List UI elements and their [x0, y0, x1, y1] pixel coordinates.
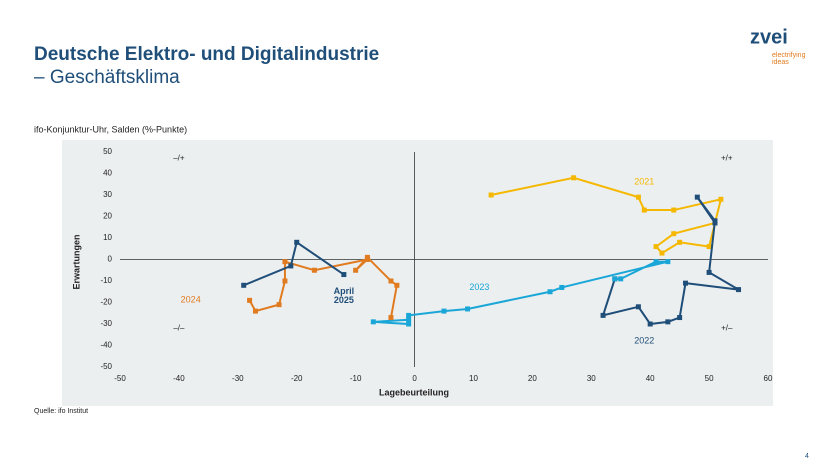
- page-number: 4: [805, 453, 809, 460]
- point: [406, 312, 412, 318]
- point: [659, 250, 665, 256]
- y-tick-label: 30: [103, 190, 112, 199]
- point: [282, 259, 288, 265]
- series-label: 2021: [634, 176, 654, 186]
- logo-tagline: electrifying: [772, 52, 806, 59]
- point: [683, 280, 689, 286]
- quadrant-label: +/–: [721, 323, 733, 332]
- point: [388, 278, 394, 284]
- point: [394, 282, 400, 288]
- source: Quelle: ifo Institut: [34, 408, 88, 415]
- point: [341, 272, 347, 278]
- x-tick-label: -10: [350, 374, 362, 383]
- point: [677, 239, 683, 245]
- point: [571, 175, 577, 181]
- quadrant-label: –/–: [173, 323, 185, 332]
- series-label: 2024: [181, 295, 201, 305]
- y-tick-label: -50: [100, 362, 112, 371]
- point: [641, 207, 647, 213]
- point: [618, 276, 624, 282]
- x-tick-label: 30: [587, 374, 596, 383]
- point: [653, 244, 659, 250]
- point: [441, 308, 447, 314]
- x-tick-label: 20: [528, 374, 537, 383]
- point: [647, 321, 653, 327]
- point: [612, 276, 618, 282]
- x-tick-label: 10: [469, 374, 478, 383]
- point: [706, 269, 712, 275]
- point: [406, 317, 412, 323]
- point: [252, 308, 258, 314]
- quadrant-label: +/+: [721, 154, 733, 163]
- x-tick-label: -40: [173, 374, 185, 383]
- x-tick-label: 60: [764, 374, 773, 383]
- logo-tagline: ideas: [772, 59, 789, 66]
- point: [665, 319, 671, 325]
- y-tick-label: 20: [103, 212, 112, 221]
- x-tick-label: -30: [232, 374, 244, 383]
- x-axis-label: Lagebeurteilung: [379, 387, 449, 397]
- point: [559, 284, 565, 290]
- x-tick-label: 50: [705, 374, 714, 383]
- point: [388, 315, 394, 321]
- series-label: 2023: [469, 282, 489, 292]
- point: [665, 259, 671, 265]
- y-tick-label: -30: [100, 319, 112, 328]
- y-tick-label: -40: [100, 341, 112, 350]
- chart-background: [62, 140, 773, 406]
- y-tick-label: -20: [100, 298, 112, 307]
- point: [547, 289, 553, 295]
- point: [718, 196, 724, 202]
- x-tick-label: 40: [646, 374, 655, 383]
- slide-subtitle: – Geschäftsklima: [34, 67, 180, 88]
- point: [353, 267, 359, 273]
- slide-title: Deutsche Elektro- und Digitalindustrie: [34, 44, 379, 65]
- point: [465, 306, 471, 312]
- y-tick-label: 0: [108, 255, 113, 264]
- y-tick-label: 40: [103, 169, 112, 178]
- chart-title: ifo-Konjunktur-Uhr, Salden (%-Punkte): [34, 124, 187, 134]
- series-label-part: 2025: [334, 295, 354, 305]
- point: [677, 315, 683, 321]
- series-line: [601, 196, 740, 326]
- point: [671, 231, 677, 237]
- point: [706, 244, 712, 250]
- series-line: [373, 260, 669, 326]
- point: [276, 302, 282, 308]
- series-label: April 2025: [334, 286, 355, 305]
- point: [282, 278, 288, 284]
- point: [288, 263, 294, 269]
- series-line: [243, 240, 345, 287]
- point: [712, 218, 718, 224]
- point: [736, 287, 742, 293]
- point: [364, 257, 370, 262]
- y-tick-label: 10: [103, 233, 112, 242]
- series-label-part: April: [334, 286, 355, 296]
- point: [653, 259, 659, 265]
- point: [370, 319, 376, 325]
- point: [671, 207, 677, 213]
- point: [635, 194, 641, 200]
- point: [241, 282, 247, 288]
- x-tick-label: 0: [412, 374, 417, 383]
- point: [311, 267, 317, 273]
- point: [294, 239, 300, 245]
- point: [488, 192, 494, 198]
- y-axis-label: Erwartungen: [71, 234, 81, 289]
- point: [600, 312, 606, 318]
- y-tick-label: 50: [103, 147, 112, 156]
- point: [247, 297, 253, 303]
- x-tick-label: -20: [291, 374, 303, 383]
- plot: -50 -40 -30 -20 -10 0 10 20 30 40 50 60 -50 -40 -30 -20…: [100, 147, 773, 383]
- point: [635, 304, 641, 310]
- series-label: 2022: [634, 336, 654, 346]
- quadrant-label: –/+: [173, 154, 185, 163]
- x-tick-label: -50: [114, 374, 126, 383]
- y-tick-label: -10: [100, 276, 112, 285]
- point: [406, 321, 412, 327]
- point: [694, 194, 700, 200]
- logo: zvei: [750, 26, 788, 48]
